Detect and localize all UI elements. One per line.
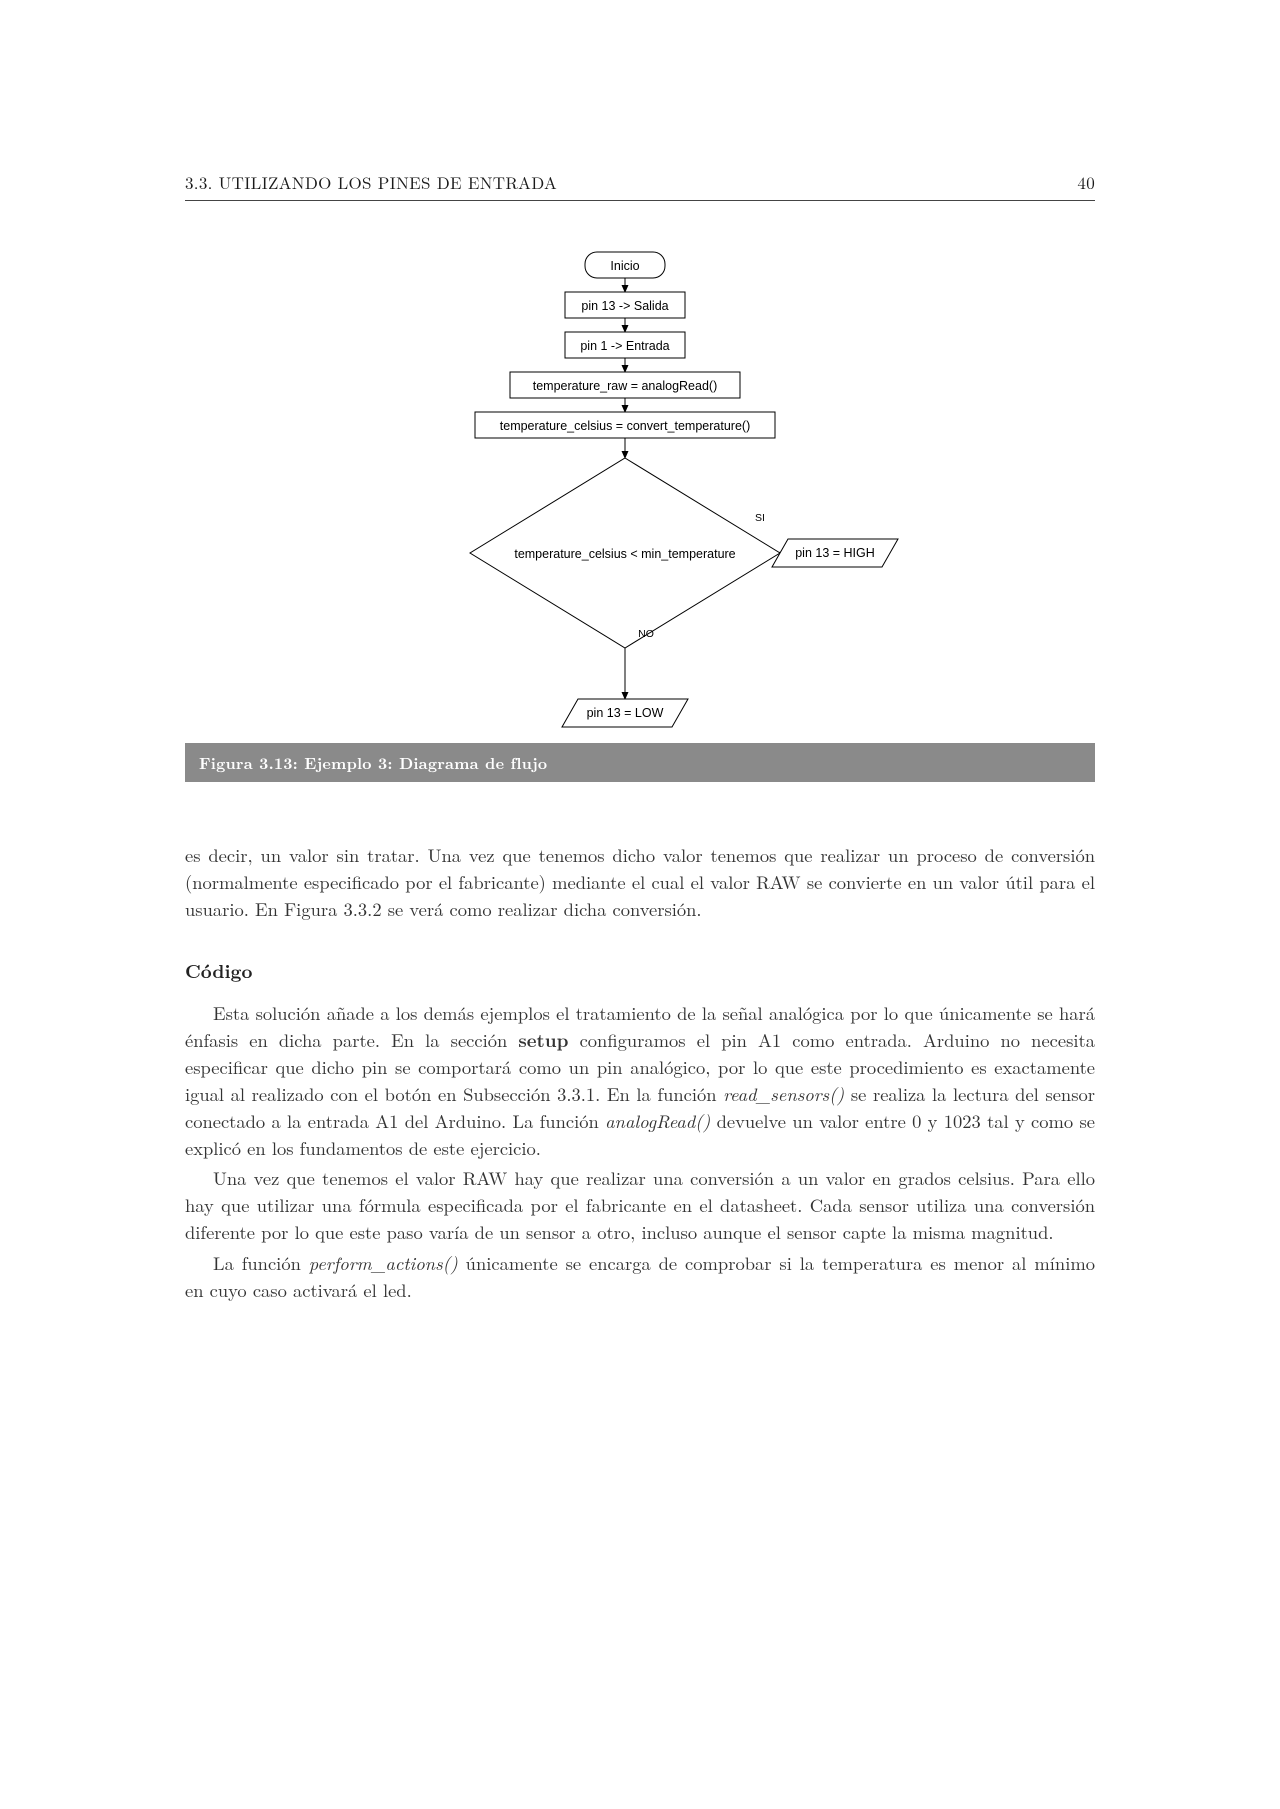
body-text: es decir, un valor sin tratar. Una vez q… [185, 842, 1095, 1303]
figure-wrap: Inicio pin 13 -> Salida pin 1 -> Entrada… [185, 243, 1095, 743]
node-pin1-entrada: pin 1 -> Entrada [580, 339, 669, 353]
node-pin13-high: pin 13 = HIGH [795, 546, 875, 560]
edge-label-no: NO [638, 628, 654, 640]
paragraph-4: La función perform_actions() únicamente … [185, 1250, 1095, 1304]
paragraph-2: Esta solución añade a los demás ejemplos… [185, 1000, 1095, 1161]
paragraph-3: Una vez que tenemos el valor RAW hay que… [185, 1165, 1095, 1245]
node-decision: temperature_celsius < min_temperature [514, 547, 735, 561]
heading-codigo: Código [185, 956, 1095, 984]
figure-caption: Figura 3.13: Ejemplo 3: Diagrama de fluj… [185, 743, 1095, 782]
node-pin13-low: pin 13 = LOW [587, 706, 664, 720]
node-pin13-salida: pin 13 -> Salida [581, 299, 668, 313]
document-page: 3.3. UTILIZANDO LOS PINES DE ENTRADA 40 … [0, 0, 1280, 1809]
node-analogread: temperature_raw = analogRead() [533, 379, 717, 393]
node-inicio: Inicio [610, 259, 639, 273]
flowchart-svg: Inicio pin 13 -> Salida pin 1 -> Entrada… [345, 243, 935, 743]
edge-label-yes: SI [755, 512, 765, 524]
paragraph-1: es decir, un valor sin tratar. Una vez q… [185, 842, 1095, 922]
page-number: 40 [1077, 170, 1095, 194]
section-label: 3.3. UTILIZANDO LOS PINES DE ENTRADA [185, 170, 557, 194]
running-header: 3.3. UTILIZANDO LOS PINES DE ENTRADA 40 [185, 170, 1095, 201]
node-convert: temperature_celsius = convert_temperatur… [500, 419, 750, 433]
